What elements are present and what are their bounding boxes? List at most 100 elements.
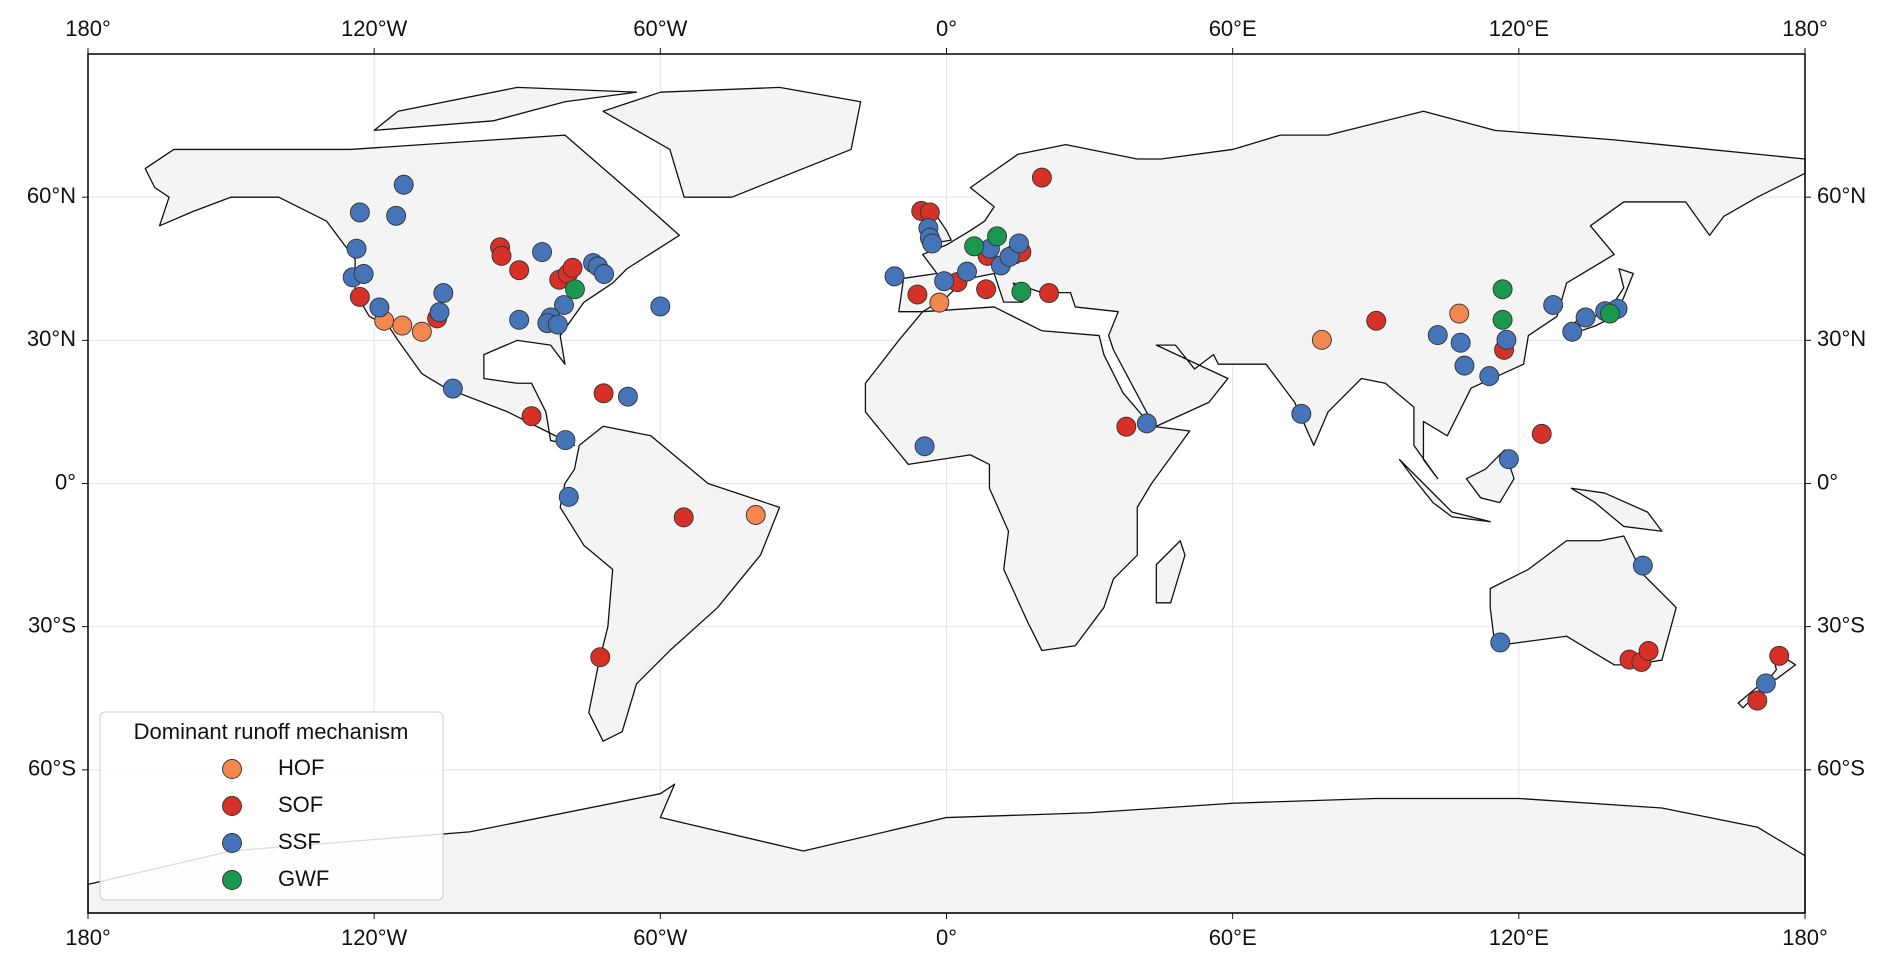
site-marker — [1492, 309, 1513, 330]
x-tick-label: 180° — [65, 925, 111, 950]
site-marker — [1454, 355, 1475, 376]
site-marker — [521, 406, 542, 427]
site-marker — [1632, 555, 1653, 576]
legend-marker — [222, 870, 242, 890]
x-tick-label: 60°W — [633, 925, 687, 950]
site-marker — [976, 279, 997, 300]
y-tick-label: 60°N — [27, 183, 76, 208]
x-tick-label: 60°E — [1209, 925, 1257, 950]
site-marker — [429, 302, 450, 323]
new-guinea — [1571, 488, 1662, 531]
site-marker — [1479, 366, 1500, 387]
y-tick-label: 30°S — [28, 612, 76, 637]
site-marker — [1543, 295, 1564, 315]
site-marker — [907, 284, 928, 305]
site-marker — [1562, 321, 1583, 342]
x-tick-label: 180° — [1782, 16, 1828, 41]
points — [342, 167, 1790, 711]
site-marker — [914, 436, 935, 457]
site-marker — [1011, 281, 1032, 302]
site-marker — [442, 378, 463, 399]
site-marker — [392, 315, 413, 336]
site-marker — [593, 383, 614, 404]
site-marker — [433, 283, 454, 304]
site-marker — [386, 205, 407, 226]
site-marker — [565, 279, 585, 300]
site-marker — [393, 174, 414, 195]
eurasia — [899, 111, 1805, 478]
madagascar — [1156, 541, 1185, 603]
site-marker — [964, 236, 985, 257]
australia — [1490, 536, 1676, 665]
site-marker — [349, 202, 370, 223]
x-tick-label: 0° — [936, 925, 957, 950]
ticks: 180° 180° 120°W 120°W 60°W 60°W 0° 0° 60°E 60°E 12… — [27, 16, 1866, 950]
site-marker — [929, 292, 950, 313]
africa — [865, 307, 1189, 651]
site-marker — [1599, 303, 1620, 324]
site-marker — [562, 257, 583, 278]
x-tick-label: 60°W — [633, 16, 687, 41]
site-marker — [1311, 329, 1332, 350]
site-marker — [1039, 283, 1059, 304]
arctic-islands — [374, 87, 636, 130]
y-tick-label: 30°N — [27, 326, 76, 351]
y-tick-label: 60°S — [1817, 756, 1865, 781]
site-marker — [650, 296, 671, 317]
y-tick-label: 60°N — [1817, 183, 1866, 208]
legend-label: SSF — [278, 829, 321, 854]
x-tick-label: 180° — [65, 16, 111, 41]
site-marker — [1490, 632, 1511, 653]
legend-marker — [222, 833, 242, 853]
legend-label: HOF — [278, 755, 324, 780]
site-marker — [1136, 413, 1157, 434]
greenland — [603, 87, 861, 197]
site-marker — [1638, 641, 1659, 661]
site-marker — [547, 314, 568, 335]
legend-label: SOF — [278, 792, 323, 817]
sumatra-java — [1400, 460, 1491, 522]
site-marker — [922, 233, 943, 254]
site-marker — [1009, 233, 1029, 254]
site-marker — [1531, 423, 1552, 444]
site-marker — [353, 264, 374, 284]
site-marker — [369, 297, 390, 318]
legend-marker — [222, 759, 242, 779]
site-marker — [1496, 329, 1517, 350]
site-marker — [1492, 279, 1513, 300]
site-marker — [1575, 307, 1596, 328]
x-tick-label: 60°E — [1209, 16, 1257, 41]
x-tick-label: 120°E — [1489, 925, 1549, 950]
site-marker — [1116, 416, 1137, 437]
site-marker — [349, 286, 370, 307]
legend-title: Dominant runoff mechanism — [134, 719, 409, 744]
site-marker — [555, 430, 576, 451]
site-marker — [1366, 310, 1387, 331]
y-tick-label: 30°N — [1817, 326, 1866, 351]
site-marker — [1498, 449, 1519, 470]
legend-marker — [222, 796, 242, 816]
site-marker — [558, 486, 579, 507]
site-marker — [1291, 403, 1312, 424]
site-marker — [1449, 303, 1470, 324]
site-marker — [673, 507, 694, 528]
x-tick-label: 120°W — [341, 925, 408, 950]
land — [88, 87, 1805, 913]
south-america — [560, 426, 779, 741]
legend: Dominant runoff mechanism HOF SOF SSF GWF — [99, 711, 444, 901]
site-marker — [554, 295, 574, 315]
site-marker — [957, 261, 977, 282]
x-tick-label: 180° — [1782, 925, 1828, 950]
site-marker — [411, 321, 432, 342]
y-tick-label: 60°S — [28, 756, 76, 781]
site-marker — [594, 264, 615, 284]
site-marker — [1747, 690, 1768, 711]
y-tick-label: 30°S — [1817, 612, 1865, 637]
site-marker — [1769, 645, 1790, 666]
site-marker — [1450, 332, 1471, 353]
site-marker — [1755, 673, 1776, 694]
site-marker — [491, 245, 512, 266]
site-marker — [509, 260, 530, 281]
x-tick-label: 120°W — [341, 16, 408, 41]
